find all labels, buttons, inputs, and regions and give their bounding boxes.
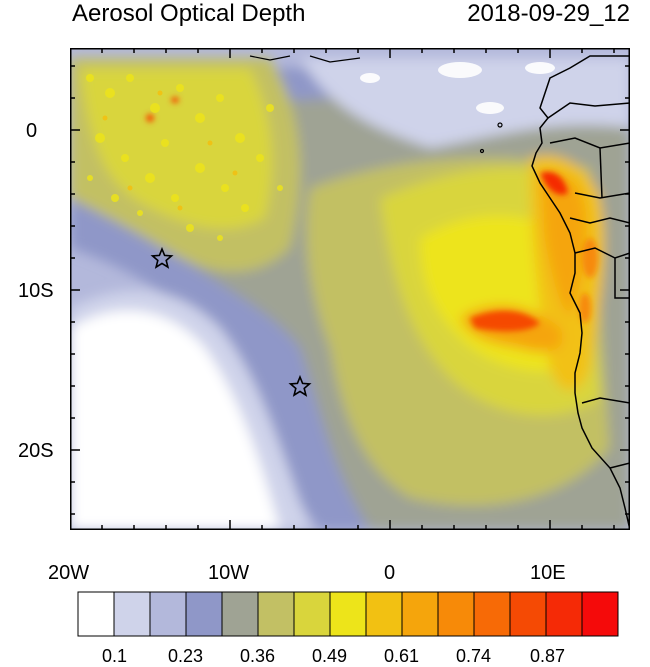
colorbar-swatch: [185, 591, 223, 637]
colorbar-label: 0.1: [102, 646, 128, 666]
colorbar-swatch: [401, 591, 439, 637]
colorbar-label: 0.87: [530, 646, 566, 666]
map-timestamp: 2018-09-29_12: [467, 0, 630, 27]
colorbar-swatch: [77, 591, 115, 637]
star-icon: [288, 374, 312, 397]
x-tick-label: 10W: [208, 562, 250, 584]
y-tick-label: 20S: [18, 440, 54, 462]
star-icon: [150, 246, 174, 269]
colorbar-label: 0.23: [168, 646, 204, 666]
y-tick-label: 0: [26, 120, 38, 142]
x-tick-label: 0: [384, 562, 396, 584]
colorbar-swatch: [113, 591, 151, 637]
colorbar-swatch: [149, 591, 187, 637]
colorbar-swatch: [329, 591, 367, 637]
colorbar-swatch: [545, 591, 583, 637]
map-border: [70, 48, 630, 530]
colorbar-label: 0.74: [456, 646, 492, 666]
y-tick-label: 10S: [18, 280, 54, 302]
aod-map: [70, 48, 630, 530]
colorbar-swatch: [221, 591, 259, 637]
colorbar-swatch: [365, 591, 403, 637]
colorbar: [77, 591, 619, 637]
colorbar-label: 0.36: [240, 646, 276, 666]
colorbar-swatch: [293, 591, 331, 637]
map-title: Aerosol Optical Depth: [72, 0, 306, 27]
colorbar-swatch: [437, 591, 475, 637]
colorbar-swatch: [473, 591, 511, 637]
colorbar-label: 0.61: [384, 646, 420, 666]
x-tick-label: 20W: [48, 562, 90, 584]
x-tick-label: 10E: [530, 562, 566, 584]
colorbar-label: 0.49: [312, 646, 348, 666]
colorbar-swatch: [509, 591, 547, 637]
colorbar-swatch: [581, 591, 619, 637]
colorbar-swatch: [257, 591, 295, 637]
